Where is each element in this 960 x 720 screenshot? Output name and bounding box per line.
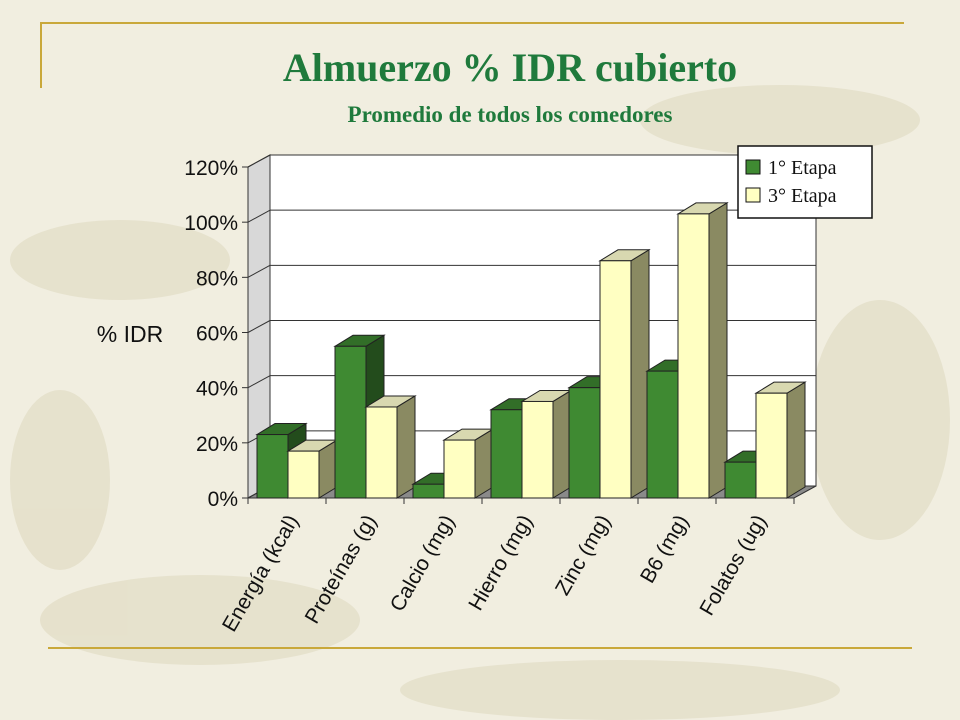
legend-swatch: [745, 159, 761, 175]
gridline-side: [247, 320, 271, 333]
bar-side: [552, 389, 572, 499]
bar-etapa3: [287, 450, 320, 499]
y-tick-label: 120%: [184, 157, 238, 180]
y-tick-label: 80%: [196, 267, 238, 290]
legend-swatch: [745, 187, 761, 203]
bar-etapa1: [646, 370, 679, 499]
bar-etapa3: [599, 260, 632, 499]
slide-subtitle: Promedio de todos los comedores: [347, 102, 673, 127]
bar-etapa1: [568, 387, 601, 499]
gridline-side: [247, 209, 271, 223]
x-tick-label: Calcio (mg): [386, 511, 460, 615]
bar-etapa1: [412, 483, 445, 499]
bar-etapa3: [755, 392, 788, 499]
bar-etapa3: [521, 400, 554, 499]
x-tick-label: Proteínas (g): [301, 511, 382, 628]
y-tick-label: 40%: [196, 378, 238, 401]
gridline-side: [247, 264, 271, 278]
bar-side: [396, 395, 416, 499]
top-rule: [40, 22, 904, 24]
x-tick-label: Folatos (ug): [695, 511, 771, 620]
y-tick-label: 0%: [208, 488, 238, 511]
gridline-side: [247, 375, 271, 389]
y-tick-label: 60%: [196, 323, 238, 346]
bar-etapa3: [677, 213, 710, 499]
y-axis-label: % IDR: [97, 321, 163, 347]
slide-title: Almuerzo % IDR cubierto: [282, 45, 738, 90]
bar-side: [630, 248, 650, 499]
bar-side: [474, 428, 494, 499]
bottom-rule: [48, 647, 912, 649]
bar-etapa3: [443, 439, 476, 499]
gridline-side: [247, 154, 271, 168]
bar-etapa1: [724, 461, 757, 499]
left-rule: [40, 22, 42, 88]
x-tick-label: Zinc (mg): [551, 511, 615, 599]
legend-label: 3° Etapa: [768, 185, 837, 207]
bar-side: [708, 202, 728, 499]
bar-side: [786, 381, 806, 499]
bar-etapa1: [490, 409, 523, 499]
y-tick-label: 20%: [196, 433, 238, 456]
legend-box: [737, 145, 873, 219]
bar-etapa1: [334, 345, 367, 499]
bar-etapa1: [256, 434, 289, 499]
x-tick-label: Hierro (mg): [464, 511, 537, 614]
legend-label: 1° Etapa: [768, 157, 837, 179]
y-tick-label: 100%: [184, 212, 238, 235]
bar-etapa3: [365, 406, 398, 499]
x-tick-label: Energía (kcal): [218, 511, 303, 636]
x-tick-label: B6 (mg): [636, 511, 693, 587]
